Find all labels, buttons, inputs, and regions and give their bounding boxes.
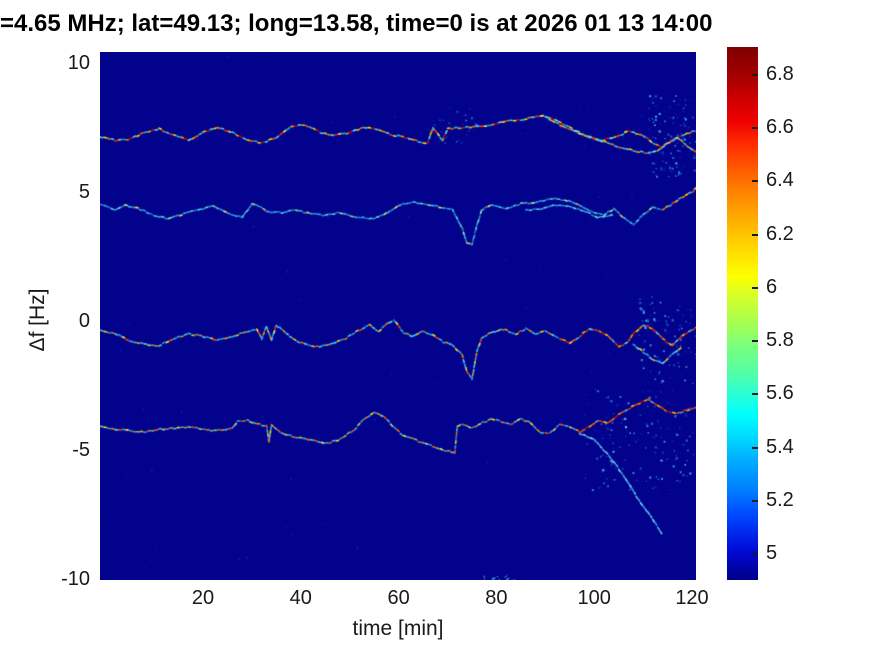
y-tick-label: 10 [67,52,90,74]
x-tick-label: 80 [485,587,508,609]
colorbar-tick-mark [752,393,758,396]
x-axis-label: time [min] [352,617,444,640]
x-tick-label: 120 [675,587,709,609]
colorbar-tick-label: 6.2 [766,222,794,245]
y-tick-label: -5 [72,439,90,461]
x-tick-label: 60 [387,587,410,609]
y-tick-label: 5 [78,181,90,203]
colorbar-tick-mark [752,233,758,236]
colorbar-tick-mark [752,446,758,449]
x-tick-label: 100 [577,587,611,609]
x-tick-label: 40 [289,587,312,609]
y-tick-label: 0 [78,310,90,332]
colorbar-tick-label: 5.4 [766,435,794,458]
colorbar-tick-mark [752,553,758,556]
x-tick-label: 20 [191,587,215,609]
colorbar-tick-label: 6.4 [766,169,794,192]
figure-title: =4.65 MHz; lat=49.13; long=13.58, time=0… [0,10,713,37]
colorbar-tick-label: 6.8 [766,62,794,85]
colorbar-tick-mark [752,340,758,343]
colorbar-tick-mark [752,286,758,289]
spectrogram-plot-area [100,52,696,580]
colorbar-tick-mark [752,126,758,129]
colorbar-tick-mark [752,500,758,503]
colorbar-tick-label: 6 [766,275,778,298]
spectrogram-canvas [100,52,696,580]
colorbar-tick-label: 5 [766,542,778,565]
colorbar-tick-label: 5.2 [766,489,794,512]
colorbar-tick-label: 5.6 [766,382,794,405]
y-tick-label: -10 [61,568,90,590]
colorbar-tick-label: 6.6 [766,115,794,138]
colorbar-tick-mark [752,180,758,183]
colorbar-tick-mark [752,73,758,76]
colorbar [727,47,758,580]
colorbar-tick-label: 5.8 [766,329,794,352]
